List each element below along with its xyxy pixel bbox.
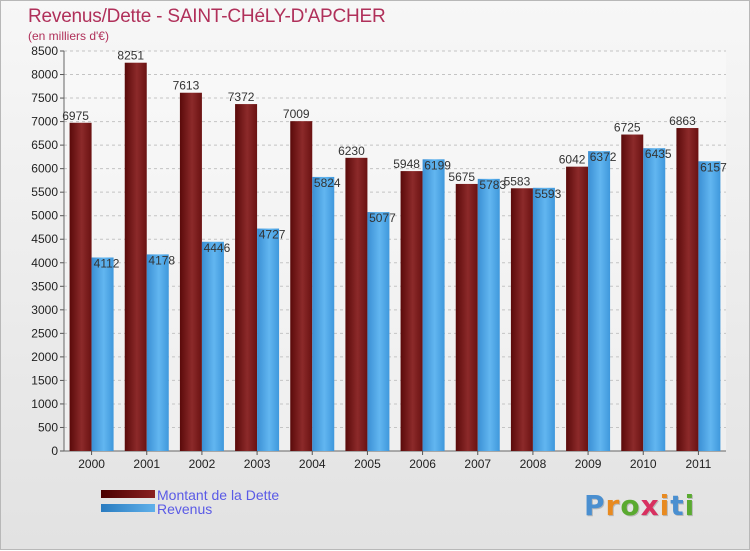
bar-dette <box>510 188 533 452</box>
legend-label-dette: Montant de la Dette <box>157 487 280 503</box>
bar-dette <box>400 171 423 451</box>
legend-label-revenus: Revenus <box>157 501 213 517</box>
bar-revenus <box>367 212 390 451</box>
y-tick-label: 8500 <box>31 44 58 58</box>
x-tick-label: 2000 <box>78 457 105 471</box>
data-label: 6372 <box>590 150 617 164</box>
bar-revenus <box>257 228 280 451</box>
bar-revenus <box>477 178 500 451</box>
logo-letter: i <box>684 489 696 522</box>
data-label: 4446 <box>204 241 231 255</box>
bar-dette <box>124 62 147 451</box>
logo-letter: o <box>620 489 641 522</box>
data-label: 6435 <box>645 147 672 161</box>
y-tick-label: 6000 <box>31 162 58 176</box>
bar-revenus <box>146 254 169 451</box>
y-tick-label: 500 <box>38 420 58 434</box>
y-tick-label: 4000 <box>31 256 58 270</box>
bar-dette <box>566 166 589 451</box>
data-label: 6042 <box>559 153 586 167</box>
y-tick-label: 3000 <box>31 303 58 317</box>
bar-revenus <box>588 151 611 451</box>
x-tick-label: 2005 <box>354 457 381 471</box>
data-label: 6725 <box>614 121 641 135</box>
plot-area <box>64 51 726 451</box>
y-tick-label: 1000 <box>31 397 58 411</box>
bar-dette <box>69 122 92 451</box>
logo-letter: r <box>605 489 621 522</box>
bar-dette <box>621 134 644 451</box>
x-tick-label: 2006 <box>409 457 436 471</box>
data-label: 6199 <box>424 158 451 172</box>
y-tick-label: 7000 <box>31 115 58 129</box>
bar-dette <box>290 121 313 451</box>
logo-letter: P <box>584 489 606 522</box>
data-label: 5593 <box>535 187 562 201</box>
y-tick-label: 1500 <box>31 373 58 387</box>
logo-letter: x <box>640 489 660 522</box>
y-tick-label: 5500 <box>31 185 58 199</box>
data-label: 5077 <box>369 211 396 225</box>
x-tick-label: 2002 <box>189 457 216 471</box>
bar-revenus <box>201 241 224 451</box>
chart-title: Revenus/Dette - SAINT-CHéLY-D'APCHER <box>28 6 386 27</box>
x-tick-label: 2011 <box>686 457 712 471</box>
data-label: 4727 <box>259 228 286 242</box>
y-tick-label: 2000 <box>31 350 58 364</box>
data-label: 5824 <box>314 176 341 190</box>
bar-revenus <box>643 148 666 452</box>
x-tick-label: 2001 <box>133 457 160 471</box>
bar-dette <box>235 104 258 452</box>
data-label: 7009 <box>283 107 310 121</box>
x-tick-label: 2003 <box>244 457 271 471</box>
y-tick-label: 6500 <box>31 138 58 152</box>
y-tick-label: 3500 <box>31 279 58 293</box>
data-label: 8251 <box>117 49 144 63</box>
data-label: 5583 <box>504 174 531 188</box>
x-tick-label: 2009 <box>575 457 602 471</box>
bar-dette <box>455 183 478 452</box>
data-label: 6975 <box>62 109 89 123</box>
y-tick-label: 2500 <box>31 326 58 340</box>
bar-dette <box>345 157 368 451</box>
proxiti-logo: Proxiti <box>584 489 695 522</box>
data-label: 4178 <box>148 253 175 267</box>
chart-subtitle: (en milliers d'€) <box>28 29 109 43</box>
bar-dette <box>179 92 202 451</box>
x-tick-label: 2008 <box>520 457 547 471</box>
y-tick-label: 0 <box>51 444 58 458</box>
bar-revenus <box>532 187 555 452</box>
bar-revenus <box>698 161 721 451</box>
bar-revenus <box>422 159 445 451</box>
data-label: 5675 <box>448 170 475 184</box>
y-tick-label: 5000 <box>31 209 58 223</box>
legend-swatch-revenus <box>101 504 155 512</box>
bar-dette <box>676 128 699 452</box>
y-tick-label: 7500 <box>31 91 58 105</box>
data-label: 6157 <box>700 160 727 174</box>
data-label: 5783 <box>479 178 506 192</box>
logo-letter: i <box>659 489 671 522</box>
data-label: 7613 <box>173 79 200 93</box>
legend-swatch-dette <box>101 490 155 498</box>
data-label: 6230 <box>338 144 365 158</box>
data-label: 5948 <box>393 157 420 171</box>
data-label: 4112 <box>94 256 120 270</box>
x-tick-label: 2007 <box>464 457 491 471</box>
y-tick-label: 8000 <box>31 68 58 82</box>
bar-revenus <box>312 176 335 451</box>
x-tick-label: 2004 <box>299 457 326 471</box>
x-tick-label: 2010 <box>630 457 657 471</box>
bar-revenus <box>91 257 114 451</box>
logo-letter: t <box>670 489 685 522</box>
data-label: 7372 <box>228 90 255 104</box>
y-tick-label: 4500 <box>31 232 58 246</box>
data-label: 6863 <box>669 114 696 128</box>
